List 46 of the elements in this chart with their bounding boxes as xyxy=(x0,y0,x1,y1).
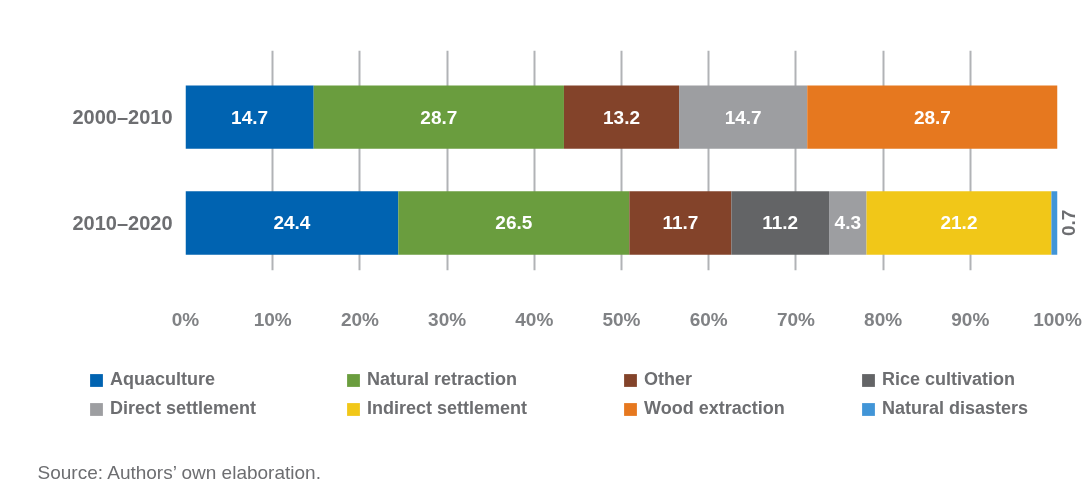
bar xyxy=(807,85,1058,149)
legend-label: Direct settlement xyxy=(110,398,257,419)
data-label: 14.7 xyxy=(231,106,269,128)
x-tick-label: 50% xyxy=(602,308,641,330)
x-tick-label: 0% xyxy=(171,308,200,330)
x-tick-label: 20% xyxy=(340,308,380,330)
x-tick-label: 30% xyxy=(428,308,467,330)
x-tick-label: 10% xyxy=(253,308,292,330)
x-tick-label: 40% xyxy=(515,308,554,330)
x-tick-label: 70% xyxy=(776,308,816,330)
x-tick-label: 60% xyxy=(689,308,728,330)
bar xyxy=(829,191,867,255)
bar xyxy=(866,191,1052,255)
x-tick-label: 100% xyxy=(1033,308,1082,330)
data-label: 28.7 xyxy=(420,106,458,128)
bar xyxy=(185,85,314,149)
data-label: 13.2 xyxy=(603,106,640,128)
bar xyxy=(679,85,808,149)
bar xyxy=(185,191,399,255)
source-note: Source: Authors’ own elaboration. xyxy=(37,462,321,483)
data-label: 21.2 xyxy=(940,212,978,234)
x-tick-label: 90% xyxy=(951,308,990,330)
data-label: 0.7 xyxy=(1058,209,1079,237)
legend-label: Aquaculture xyxy=(110,369,216,390)
bar xyxy=(313,85,564,149)
bar xyxy=(629,191,732,255)
data-label: 11.7 xyxy=(662,212,699,234)
data-label: 26.5 xyxy=(495,212,533,234)
data-label: 14.7 xyxy=(724,106,762,128)
legend-label: Wood extraction xyxy=(644,398,785,419)
y-tick-label: 2010–2020 xyxy=(72,211,173,234)
legend-label: Indirect settlement xyxy=(367,398,528,419)
legend-label: Natural retraction xyxy=(367,369,518,390)
legend-label: Rice cultivation xyxy=(882,369,1016,390)
data-label: 4.3 xyxy=(834,212,861,234)
data-label: 11.2 xyxy=(762,212,799,234)
bar xyxy=(398,191,630,255)
data-label: 24.4 xyxy=(273,212,311,234)
x-tick-label: 80% xyxy=(864,308,903,330)
bar xyxy=(731,191,830,255)
bar xyxy=(563,85,680,149)
bar xyxy=(1051,191,1058,255)
legend-label: Other xyxy=(644,369,693,390)
data-label: 28.7 xyxy=(913,106,951,128)
legend-label: Natural disasters xyxy=(882,398,1029,419)
y-tick-label: 2000–2010 xyxy=(72,106,173,129)
